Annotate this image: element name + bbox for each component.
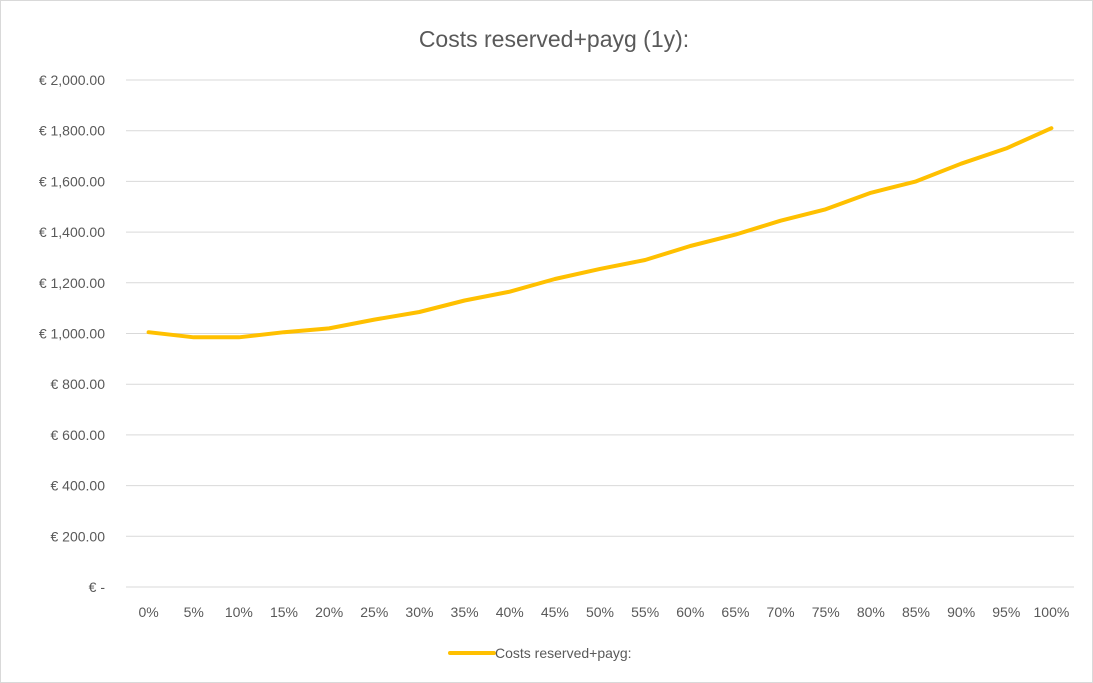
x-tick-label: 70% <box>767 604 795 620</box>
legend-label: Costs reserved+payg: <box>495 645 632 661</box>
series-lines <box>146 126 1054 340</box>
y-tick-label: € 800.00 <box>51 376 106 392</box>
x-tick-label: 90% <box>947 604 975 620</box>
y-tick-label: € 1,600.00 <box>39 173 105 189</box>
x-tick-label: 60% <box>676 604 704 620</box>
x-tick-label: 5% <box>184 604 204 620</box>
y-tick-label: € 2,000.00 <box>39 72 105 88</box>
x-axis-ticks: 0% 5% 10% 15% 20% 25% 30% 35% 40% 45% 50% 55% 60% 65%… <box>138 604 1069 620</box>
y-axis-ticks: € - € 200.00 € 400.00 € 600.00 € 800.00 € 1,0… <box>39 72 106 595</box>
y-tick-label: € 400.00 <box>51 478 106 494</box>
x-tick-label: 10% <box>225 604 253 620</box>
x-tick-label: 0% <box>138 604 158 620</box>
x-tick-label: 40% <box>496 604 524 620</box>
x-tick-label: 85% <box>902 604 930 620</box>
y-tick-label: € 1,200.00 <box>39 275 105 291</box>
x-tick-label: 30% <box>405 604 433 620</box>
series-line <box>146 126 1054 340</box>
x-tick-label: 65% <box>721 604 749 620</box>
x-tick-label: 25% <box>360 604 388 620</box>
x-tick-label: 15% <box>270 604 298 620</box>
chart-title: Costs reserved+payg (1y): <box>419 26 689 52</box>
y-tick-label: € 200.00 <box>51 528 106 544</box>
x-tick-label: 80% <box>857 604 885 620</box>
x-tick-label: 45% <box>541 604 569 620</box>
y-tick-label: € 600.00 <box>51 427 106 443</box>
y-tick-label: € 1,400.00 <box>39 224 105 240</box>
x-tick-label: 75% <box>812 604 840 620</box>
x-tick-label: 100% <box>1034 604 1070 620</box>
y-tick-label: € - <box>89 579 106 595</box>
x-tick-label: 20% <box>315 604 343 620</box>
x-tick-label: 50% <box>586 604 614 620</box>
y-tick-label: € 1,800.00 <box>39 123 105 139</box>
x-tick-label: 35% <box>451 604 479 620</box>
legend: Costs reserved+payg: <box>448 645 632 661</box>
y-tick-label: € 1,000.00 <box>39 326 105 342</box>
x-tick-label: 95% <box>992 604 1020 620</box>
x-tick-label: 55% <box>631 604 659 620</box>
